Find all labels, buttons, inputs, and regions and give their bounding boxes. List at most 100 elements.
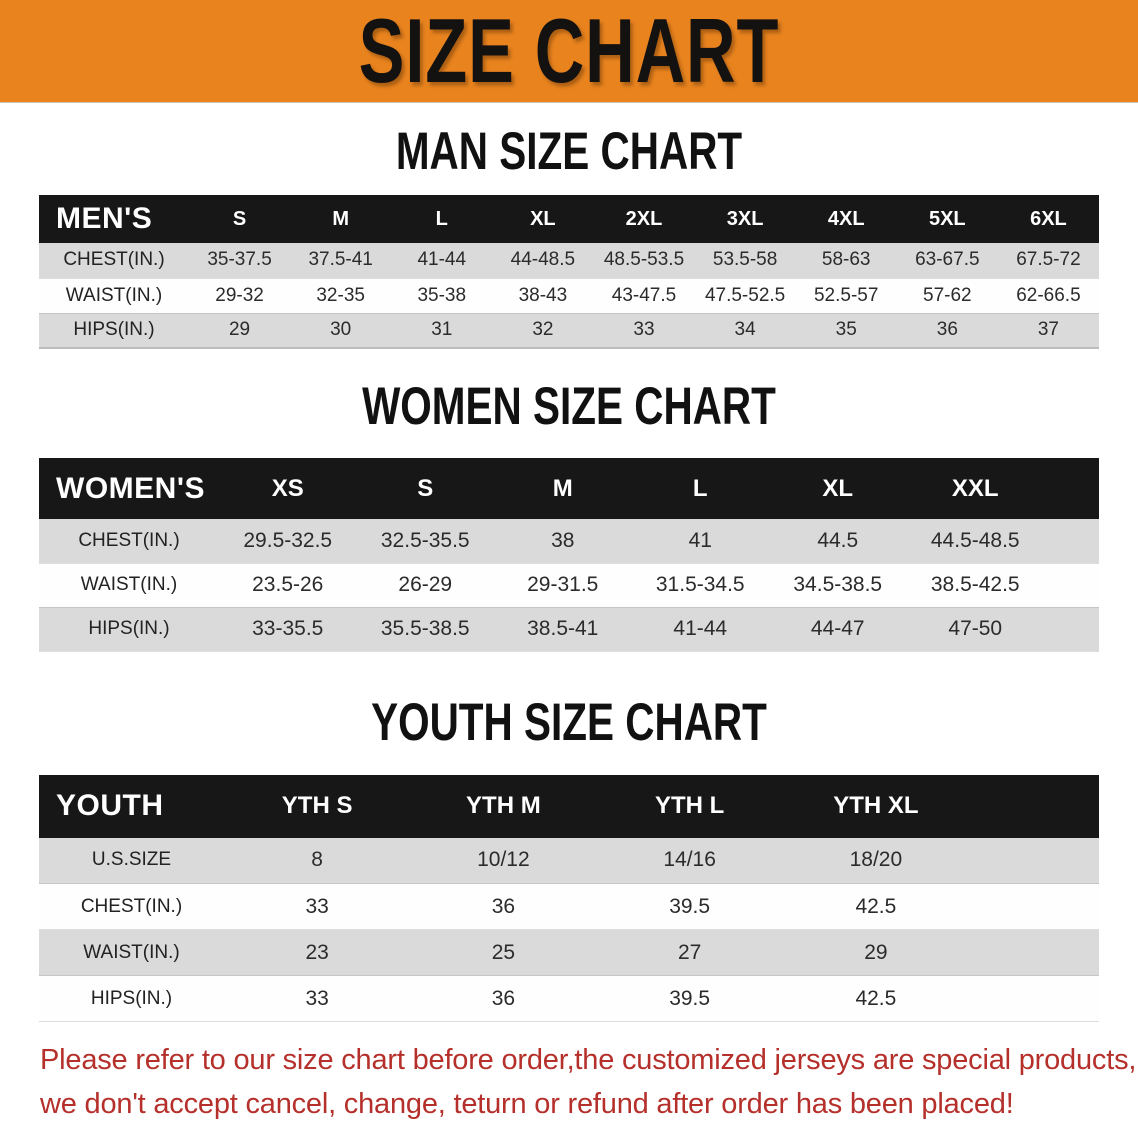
notice-line-2: we don't accept cancel, change, teturn o… bbox=[40, 1088, 1014, 1120]
size-value: 39.5 bbox=[669, 986, 711, 1010]
measurement-row-label: CHEST(IN.) bbox=[80, 895, 183, 917]
size-value: 44-48.5 bbox=[510, 249, 576, 271]
size-value: 35 bbox=[835, 319, 857, 341]
youth-size-heading: YOUTH SIZE CHART bbox=[371, 692, 767, 752]
size-value: 36 bbox=[491, 894, 516, 918]
size-value: 29 bbox=[228, 319, 251, 341]
row-spacer-cell bbox=[1044, 607, 1099, 651]
man-size-section: MAN SIZE CHART MEN'S S M L XL 2XL 3XL 4XL 5XL 6XL… bbox=[0, 122, 1138, 349]
header-spacer-cell bbox=[1044, 458, 1099, 519]
size-value: 33 bbox=[633, 319, 655, 341]
size-column-header: XS bbox=[271, 474, 304, 502]
table-row: CHEST(IN.) 33 36 39.5 42.5 bbox=[39, 883, 1099, 930]
size-column-header: L bbox=[435, 207, 448, 230]
size-value: 47-50 bbox=[948, 617, 1003, 640]
size-value: 36 bbox=[491, 986, 516, 1010]
size-value: 48.5-53.5 bbox=[603, 249, 685, 271]
size-value: 30 bbox=[330, 319, 352, 341]
size-value: 32 bbox=[532, 319, 554, 341]
table-row: WAIST(IN.) 23.5-26 26-29 29-31.5 31.5-34.5 34… bbox=[39, 563, 1099, 607]
size-value: 29-31.5 bbox=[527, 573, 599, 596]
size-value: 36 bbox=[936, 319, 958, 341]
measurement-row-label: CHEST(IN.) bbox=[63, 249, 165, 271]
measurement-row-label: HIPS(IN.) bbox=[88, 618, 170, 639]
youth-size-section: YOUTH SIZE CHART YOUTH YTH S YTH M YTH L YTH… bbox=[0, 693, 1138, 1023]
size-value: 29 bbox=[864, 940, 888, 964]
table-row: CHEST(IN.) 35-37.5 37.5-41 41-44 44-48.5 48.5… bbox=[39, 243, 1099, 278]
men-size-table: MEN'S S M L XL 2XL 3XL 4XL 5XL 6XL CHEST(IN.) 35-37… bbox=[39, 195, 1099, 349]
size-column-header: YTH M bbox=[466, 792, 541, 819]
size-column-header: XXL bbox=[951, 474, 999, 502]
table-row: U.S.SIZE 8 10/12 14/16 18/20 bbox=[39, 837, 1099, 884]
size-column-header: M bbox=[552, 474, 573, 502]
measurement-row-label: WAIST(IN.) bbox=[65, 284, 163, 306]
size-column-header: YTH L bbox=[654, 792, 725, 819]
women-size-section: WOMEN SIZE CHART WOMEN'S XS S M L XL XXL CHEST(… bbox=[0, 377, 1138, 652]
size-column-header: S bbox=[232, 207, 247, 230]
size-value: 42.5 bbox=[855, 894, 897, 918]
size-column-header: YTH XL bbox=[833, 792, 919, 819]
table-row: WAIST(IN.) 29-32 32-35 35-38 38-43 43-47.5 47.… bbox=[39, 278, 1099, 313]
size-value: 44-47 bbox=[810, 617, 865, 640]
man-size-heading: MAN SIZE CHART bbox=[395, 122, 743, 181]
size-column-header: XL bbox=[822, 474, 854, 502]
header-spacer-cell bbox=[969, 775, 1099, 838]
youth-size-table: YOUTH YTH S YTH M YTH L YTH XL U.S.SIZE 8 10/12… bbox=[39, 774, 1099, 1023]
size-column-header: M bbox=[332, 207, 349, 230]
size-value: 41 bbox=[688, 528, 712, 552]
page-title: SIZE CHART bbox=[358, 0, 780, 102]
table-corner-label: YOUTH bbox=[56, 789, 164, 822]
table-row: HIPS(IN.) 33-35.5 35.5-38.5 38.5-41 41-44 44-… bbox=[39, 607, 1099, 651]
women-size-table: WOMEN'S XS S M L XL XXL CHEST(IN.) 29.5-32.5 32.5… bbox=[39, 458, 1099, 652]
table-row: HIPS(IN.) 29 30 31 32 33 34 35 36 37 bbox=[39, 313, 1099, 348]
size-value: 38 bbox=[551, 528, 575, 552]
measurement-row-label: U.S.SIZE bbox=[91, 849, 172, 871]
size-value: 53.5-58 bbox=[712, 249, 778, 271]
size-value: 25 bbox=[491, 940, 516, 964]
size-value: 27 bbox=[677, 940, 702, 964]
size-value: 47.5-52.5 bbox=[704, 284, 786, 306]
size-value: 10/12 bbox=[477, 848, 530, 872]
size-value: 32.5-35.5 bbox=[380, 528, 470, 552]
size-value: 33 bbox=[305, 986, 329, 1010]
size-value: 34.5-38.5 bbox=[793, 573, 883, 596]
size-value: 39.5 bbox=[669, 894, 711, 918]
size-value: 41-44 bbox=[417, 249, 467, 271]
banner: SIZE CHART bbox=[0, 0, 1138, 103]
size-value: 63-67.5 bbox=[915, 249, 980, 271]
table-corner-label: WOMEN'S bbox=[56, 471, 205, 505]
measurement-row-label: HIPS(IN.) bbox=[73, 319, 155, 341]
size-column-header: 5XL bbox=[928, 207, 966, 230]
size-value: 8 bbox=[311, 848, 323, 872]
size-value: 41-44 bbox=[673, 617, 728, 640]
size-column-header: L bbox=[692, 474, 708, 502]
measurement-row-label: HIPS(IN.) bbox=[90, 987, 173, 1009]
size-value: 33-35.5 bbox=[252, 617, 324, 640]
size-value: 34 bbox=[734, 319, 756, 341]
size-value: 43-47.5 bbox=[611, 284, 677, 306]
size-column-header: S bbox=[417, 474, 434, 502]
size-value: 14/16 bbox=[663, 848, 716, 872]
table-header-row: YOUTH YTH S YTH M YTH L YTH XL bbox=[39, 774, 1099, 838]
measurement-row-label: WAIST(IN.) bbox=[83, 941, 180, 963]
size-value: 58-63 bbox=[821, 249, 871, 271]
row-spacer-cell bbox=[1044, 519, 1099, 563]
row-spacer-cell bbox=[969, 930, 1099, 976]
size-value: 33 bbox=[305, 894, 329, 918]
notice-line-1: Please refer to our size chart before or… bbox=[40, 1044, 1137, 1076]
table-header-row: WOMEN'S XS S M L XL XXL bbox=[39, 458, 1099, 519]
row-spacer-cell bbox=[969, 838, 1099, 884]
size-value: 62-66.5 bbox=[1016, 284, 1081, 306]
row-spacer-cell bbox=[969, 884, 1099, 930]
table-corner-label: MEN'S bbox=[56, 202, 153, 235]
size-value: 44.5-48.5 bbox=[930, 528, 1020, 552]
measurement-row-label: WAIST(IN.) bbox=[80, 574, 178, 595]
size-column-header: 2XL bbox=[625, 207, 663, 230]
size-value: 23 bbox=[305, 940, 329, 964]
size-value: 42.5 bbox=[855, 986, 897, 1010]
table-header-row: MEN'S S M L XL 2XL 3XL 4XL 5XL 6XL bbox=[39, 195, 1099, 243]
size-value: 29-32 bbox=[215, 284, 264, 306]
size-value: 29.5-32.5 bbox=[243, 528, 333, 552]
size-value: 38-43 bbox=[518, 284, 568, 306]
size-value: 67.5-72 bbox=[1016, 249, 1081, 271]
